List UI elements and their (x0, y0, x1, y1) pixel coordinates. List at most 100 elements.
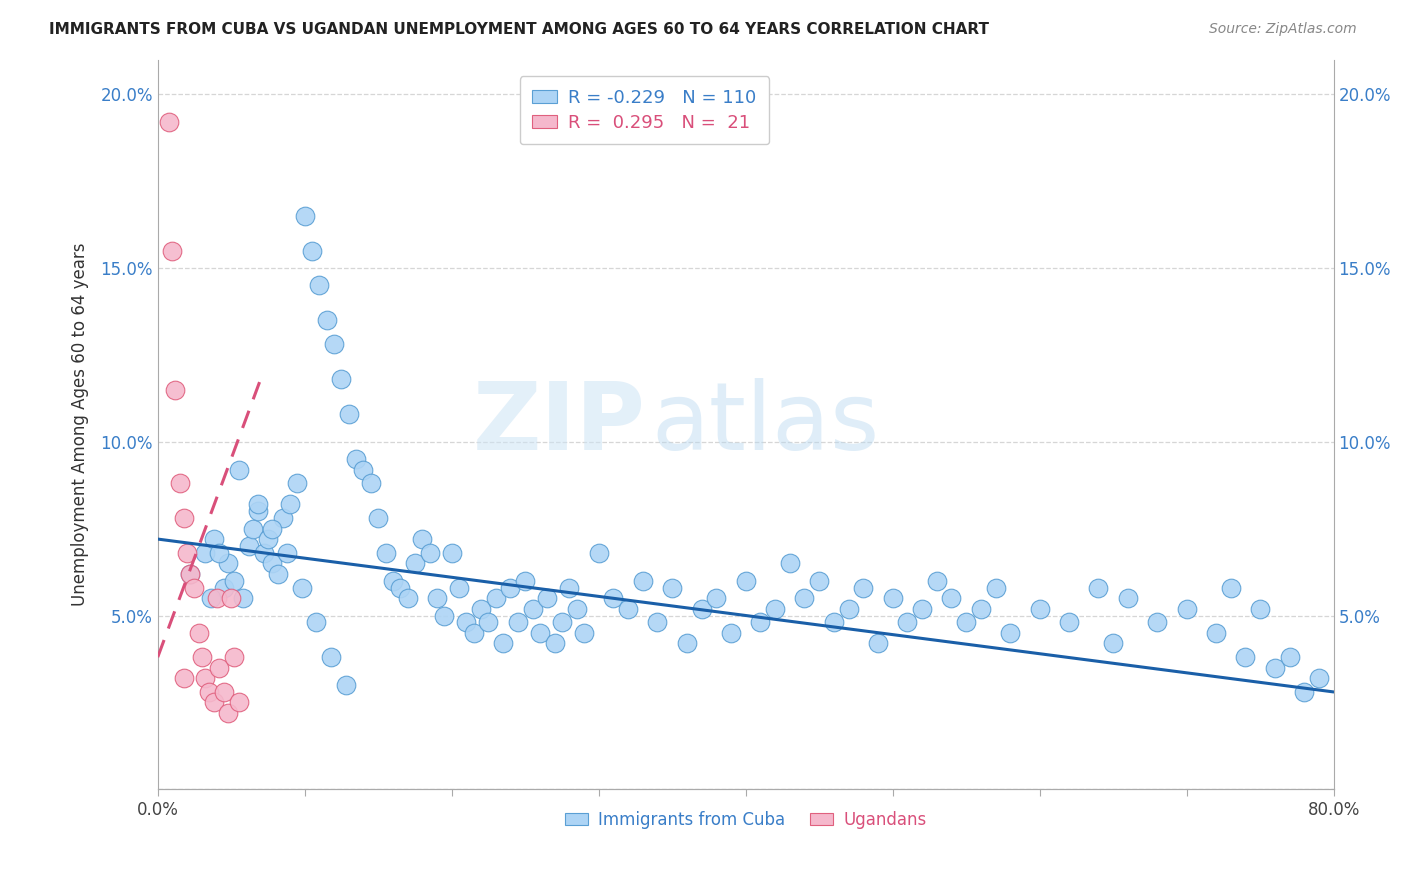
Point (276, 546, 298, 560)
Point (955, 615, 977, 630)
Point (631, 574, 654, 588)
Point (456, 615, 478, 630)
Point (440, 546, 463, 560)
Point (291, 581, 314, 595)
Y-axis label: Unemployment Among Ages 60 to 64 years: Unemployment Among Ages 60 to 64 years (72, 243, 89, 607)
Point (647, 615, 669, 630)
Point (257, 532, 280, 546)
Point (179, 566, 201, 581)
Point (588, 546, 610, 560)
Point (485, 591, 508, 606)
Point (690, 601, 713, 615)
Point (294, 209, 316, 223)
Point (617, 601, 640, 615)
Point (543, 636, 565, 650)
Point (305, 615, 328, 630)
Point (536, 591, 558, 606)
Point (194, 546, 217, 560)
Point (1308, 671, 1330, 685)
Point (381, 574, 404, 588)
Point (219, 591, 242, 606)
Point (169, 476, 191, 491)
Point (1116, 591, 1139, 606)
Point (558, 581, 581, 595)
Point (1249, 601, 1271, 615)
Point (1175, 601, 1198, 615)
Point (793, 591, 815, 606)
Point (176, 546, 198, 560)
Point (838, 601, 860, 615)
Point (179, 566, 201, 581)
Point (285, 476, 308, 491)
Point (925, 574, 948, 588)
Point (315, 313, 337, 327)
Point (470, 601, 492, 615)
Point (676, 636, 699, 650)
Point (374, 546, 396, 560)
Point (217, 557, 239, 571)
Point (389, 581, 412, 595)
Point (808, 574, 831, 588)
Point (426, 591, 449, 606)
Point (529, 625, 551, 640)
Point (301, 244, 323, 258)
Point (267, 566, 290, 581)
Point (1278, 650, 1301, 665)
Text: ZIP: ZIP (472, 378, 645, 470)
Point (551, 615, 574, 630)
Point (191, 650, 214, 665)
Point (217, 706, 239, 720)
Point (720, 625, 742, 640)
Point (492, 636, 515, 650)
Point (162, 244, 184, 258)
Point (477, 615, 499, 630)
Point (246, 504, 269, 518)
Text: IMMIGRANTS FROM CUBA VS UGANDAN UNEMPLOYMENT AMONG AGES 60 TO 64 YEARS CORRELATI: IMMIGRANTS FROM CUBA VS UGANDAN UNEMPLOY… (49, 22, 990, 37)
Point (212, 685, 235, 699)
Point (262, 557, 284, 571)
Point (165, 383, 187, 397)
Point (896, 615, 918, 630)
Point (1219, 581, 1241, 595)
Text: Source: ZipAtlas.com: Source: ZipAtlas.com (1209, 22, 1357, 37)
Point (463, 625, 485, 640)
Point (335, 678, 357, 692)
Point (447, 581, 470, 595)
Point (173, 511, 195, 525)
Point (344, 452, 367, 467)
Point (911, 601, 934, 615)
Point (205, 591, 228, 606)
Point (572, 625, 595, 640)
Point (1294, 685, 1316, 699)
Point (763, 601, 786, 615)
Point (271, 511, 294, 525)
Point (1028, 601, 1050, 615)
Point (159, 115, 181, 129)
Point (337, 407, 360, 421)
Point (499, 581, 522, 595)
Point (941, 591, 963, 606)
Point (1102, 636, 1125, 650)
Point (308, 278, 330, 293)
Point (321, 650, 343, 665)
Text: atlas: atlas (651, 378, 880, 470)
Point (194, 671, 217, 685)
Point (202, 532, 225, 546)
Point (396, 591, 419, 606)
Point (323, 337, 346, 351)
Point (1234, 650, 1257, 665)
Point (419, 546, 441, 560)
Point (252, 546, 274, 560)
Point (278, 497, 301, 511)
Point (433, 608, 456, 623)
Point (882, 591, 904, 606)
Point (212, 581, 235, 595)
Point (565, 601, 588, 615)
Point (187, 625, 209, 640)
Point (183, 581, 205, 595)
Point (242, 522, 264, 536)
Point (404, 557, 426, 571)
Point (360, 476, 382, 491)
Point (262, 522, 284, 536)
Point (208, 546, 231, 560)
